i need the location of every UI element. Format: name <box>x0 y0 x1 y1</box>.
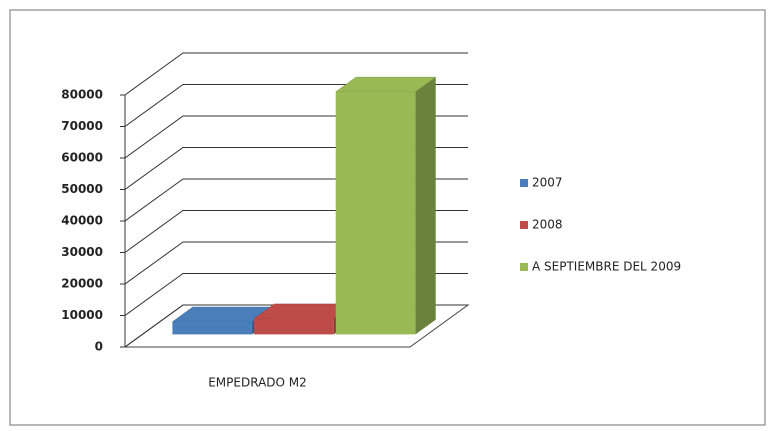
y-tick-label: 40000 <box>61 214 103 228</box>
legend-swatch <box>520 221 528 229</box>
bar-side <box>415 77 436 335</box>
y-tick-label: 50000 <box>61 182 103 196</box>
bar <box>254 318 334 335</box>
y-tick-label: 10000 <box>61 308 103 322</box>
legend-swatch <box>520 179 528 187</box>
legend-label: A SEPTIEMBRE DEL 2009 <box>532 260 681 274</box>
bar <box>335 91 416 335</box>
legend-label: 2007 <box>532 176 563 190</box>
y-tick-label: 20000 <box>61 277 103 291</box>
y-tick-label: 60000 <box>61 151 103 165</box>
y-tick-label: 70000 <box>61 119 103 133</box>
y-tick-label: 30000 <box>61 245 103 259</box>
y-tick-label: 0 <box>95 340 103 354</box>
legend-swatch <box>520 263 528 271</box>
x-tick-label: EMPEDRADO M2 <box>208 376 307 390</box>
legend-label: 2008 <box>532 218 563 232</box>
y-tick-label: 80000 <box>61 88 103 102</box>
bar <box>172 321 253 335</box>
grid-line <box>124 52 468 96</box>
